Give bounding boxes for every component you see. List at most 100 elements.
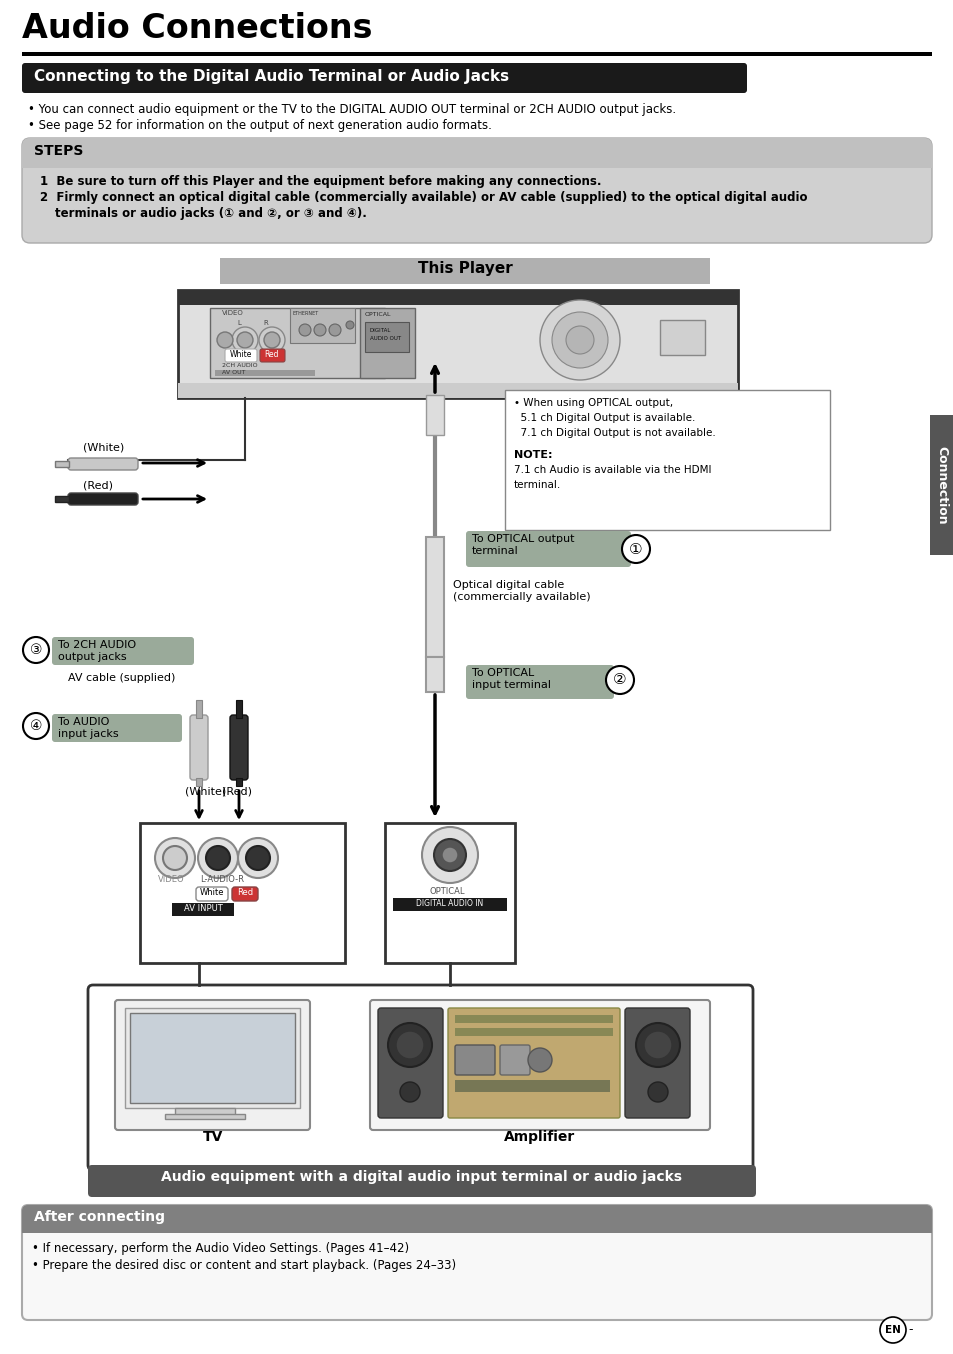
Circle shape [879,1317,905,1343]
Bar [385,823,515,963]
Text: • See page 52 for information on the output of next generation audio formats.: • See page 52 for information on the out… [28,119,492,131]
FancyBboxPatch shape [465,665,614,699]
Text: AV INPUT: AV INPUT [183,904,222,913]
FancyBboxPatch shape [195,887,228,900]
Bar [235,700,242,718]
Bar [426,538,443,657]
Text: AV cable (supplied): AV cable (supplied) [68,673,175,682]
Circle shape [154,838,194,877]
Text: VIDEO: VIDEO [158,875,185,884]
Circle shape [298,324,311,336]
Bar [140,823,345,963]
Circle shape [23,636,49,663]
Text: terminals or audio jacks (① and ②, or ③ and ④).: terminals or audio jacks (① and ②, or ③ … [55,207,367,219]
Bar [174,1108,234,1116]
Circle shape [206,846,230,871]
Text: 2CH AUDIO: 2CH AUDIO [222,363,257,368]
Text: -: - [907,1323,911,1336]
FancyBboxPatch shape [22,1205,931,1320]
Bar [426,657,443,692]
FancyBboxPatch shape [52,636,193,665]
Circle shape [236,332,253,348]
Circle shape [552,311,607,368]
Bar [195,779,202,787]
Circle shape [647,1082,667,1102]
Bar [55,460,69,467]
Text: STEPS: STEPS [34,144,83,158]
FancyBboxPatch shape [232,887,257,900]
Circle shape [621,535,649,563]
FancyBboxPatch shape [624,1007,689,1118]
Circle shape [264,332,280,348]
FancyBboxPatch shape [52,714,182,742]
Text: After connecting: After connecting [34,1210,165,1224]
FancyBboxPatch shape [370,1001,709,1131]
Text: 7.1 ch Audio is available via the HDMI: 7.1 ch Audio is available via the HDMI [514,464,711,475]
Text: DIGITAL: DIGITAL [370,328,391,333]
Text: 1  Be sure to turn off this Player and the equipment before making any connectio: 1 Be sure to turn off this Player and th… [40,175,601,188]
Circle shape [314,324,326,336]
Text: (Red): (Red) [83,481,112,490]
Text: TV: TV [203,1131,223,1144]
FancyBboxPatch shape [68,458,138,470]
Bar [210,307,385,378]
Bar [220,259,709,284]
Text: EN: EN [884,1326,900,1335]
Circle shape [232,328,257,353]
FancyBboxPatch shape [465,531,630,567]
Circle shape [539,301,619,380]
Text: OPTICAL: OPTICAL [430,887,465,896]
Circle shape [399,1082,419,1102]
Circle shape [163,846,187,871]
FancyBboxPatch shape [68,493,138,505]
Text: Optical digital cable
(commercially available): Optical digital cable (commercially avai… [453,580,590,601]
Circle shape [565,326,594,353]
Bar [455,1080,609,1091]
Text: Red: Red [236,888,253,896]
Circle shape [395,1030,423,1059]
Circle shape [643,1030,671,1059]
Bar [130,1013,294,1104]
Bar [359,307,415,378]
Text: AUDIO OUT: AUDIO OUT [370,336,400,341]
Text: L-AUDIO-R: L-AUDIO-R [200,875,244,884]
Bar [55,496,69,502]
Text: To AUDIO
input jacks: To AUDIO input jacks [58,718,118,738]
Text: To OPTICAL
input terminal: To OPTICAL input terminal [472,668,551,689]
Text: • Prepare the desired disc or content and start playback. (Pages 24–33): • Prepare the desired disc or content an… [32,1259,456,1271]
Text: • When using OPTICAL output,: • When using OPTICAL output, [514,398,673,408]
Bar [290,307,355,343]
Circle shape [23,714,49,739]
Bar [365,322,409,352]
Text: Audio Connections: Audio Connections [22,12,372,45]
Text: 2  Firmly connect an optical digital cable (commercially available) or AV cable : 2 Firmly connect an optical digital cabl… [40,191,806,204]
Circle shape [605,666,634,695]
FancyBboxPatch shape [88,1164,755,1197]
Text: This Player: This Player [417,261,512,276]
FancyBboxPatch shape [455,1045,495,1075]
Bar [178,383,738,398]
Bar [455,1028,613,1036]
Bar [393,898,506,911]
Bar [125,1007,299,1108]
FancyBboxPatch shape [448,1007,619,1118]
Circle shape [246,846,270,871]
Text: To 2CH AUDIO
output jacks: To 2CH AUDIO output jacks [58,640,136,662]
Text: ④: ④ [30,719,42,733]
Text: • You can connect audio equipment or the TV to the DIGITAL AUDIO OUT terminal or: • You can connect audio equipment or the… [28,103,676,116]
FancyBboxPatch shape [115,1001,310,1131]
Circle shape [237,838,277,877]
Text: White: White [199,888,224,896]
Circle shape [527,1048,552,1072]
Bar [455,1016,613,1024]
Text: R: R [263,320,268,326]
Circle shape [388,1024,432,1067]
FancyBboxPatch shape [225,349,256,362]
Circle shape [441,848,457,862]
Text: (White): (White) [185,787,226,798]
Bar [929,414,953,555]
Text: ETHERNET: ETHERNET [293,311,319,315]
Text: Connecting to the Digital Audio Terminal or Audio Jacks: Connecting to the Digital Audio Terminal… [34,69,509,84]
Bar [504,390,829,529]
Text: terminal.: terminal. [514,481,560,490]
